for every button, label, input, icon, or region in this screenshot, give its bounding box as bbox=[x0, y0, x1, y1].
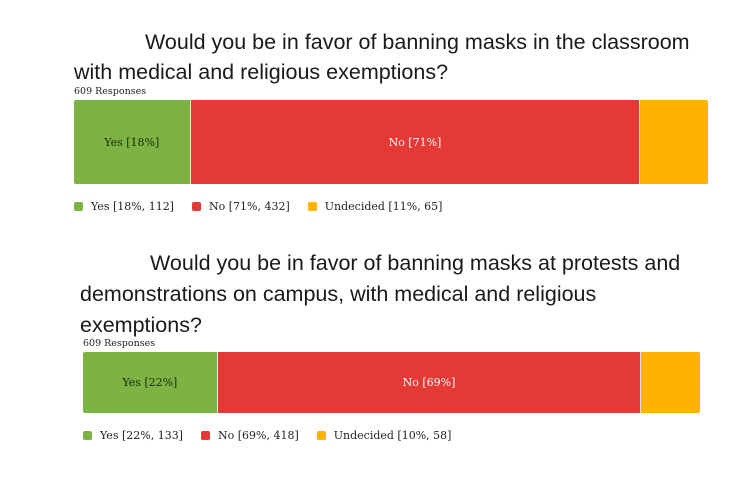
legend-swatch-undecided bbox=[316, 431, 326, 440]
chart-2-title-line-3: exemptions? bbox=[80, 313, 202, 337]
bar-label-yes: Yes [18%] bbox=[104, 135, 160, 149]
legend-swatch-no bbox=[200, 431, 210, 440]
chart-2-legend: Yes [22%, 133] No [69%, 418] Undecided [10… bbox=[83, 429, 451, 442]
legend-label-yes: Yes [18%, 112] bbox=[91, 200, 174, 213]
chart-1-legend: Yes [18%, 112] No [71%, 432] Undecided [11… bbox=[74, 200, 442, 213]
legend-label-undecided: Undecided [11%, 65] bbox=[324, 200, 443, 213]
bar-segment-undecided bbox=[641, 352, 700, 413]
bar-label-no: No [71%] bbox=[388, 135, 442, 149]
legend-item-yes: Yes [22%, 133] bbox=[83, 429, 183, 442]
bar-segment-undecided bbox=[640, 100, 708, 184]
chart-2-responses-count: 609 Responses bbox=[83, 338, 156, 349]
bar-segment-no: No [69%] bbox=[217, 352, 642, 413]
legend-label-no: No [71%, 432] bbox=[208, 200, 290, 213]
chart-1-bar: Yes [18%] No [71%] bbox=[74, 100, 708, 184]
chart-1-responses-count: 609 Responses bbox=[74, 86, 147, 97]
chart-2-title-line-2: demonstrations on campus, with medical a… bbox=[80, 282, 597, 306]
legend-swatch-yes bbox=[83, 431, 92, 440]
legend-item-undecided: Undecided [11%, 65] bbox=[307, 200, 443, 213]
chart-2-bar: Yes [22%] No [69%] bbox=[83, 352, 700, 413]
legend-item-yes: Yes [18%, 112] bbox=[74, 200, 174, 213]
legend-swatch-yes bbox=[74, 202, 83, 211]
legend-label-undecided: Undecided [10%, 58] bbox=[333, 429, 452, 442]
legend-label-yes: Yes [22%, 133] bbox=[100, 429, 183, 442]
bar-label-yes: Yes [22%] bbox=[122, 376, 178, 389]
chart-1-title-line-2: with medical and religious exemptions? bbox=[74, 60, 449, 84]
chart-1-title-line-1: Would you be in favor of banning masks i… bbox=[145, 30, 690, 54]
chart-2-title-line-1: Would you be in favor of banning masks a… bbox=[150, 251, 681, 275]
legend-swatch-no bbox=[191, 202, 201, 211]
legend-label-no: No [69%, 418] bbox=[217, 429, 299, 442]
legend-swatch-undecided bbox=[307, 202, 317, 211]
bar-segment-no: No [71%] bbox=[190, 100, 641, 184]
legend-item-no: No [69%, 418] bbox=[200, 429, 299, 442]
bar-segment-yes: Yes [22%] bbox=[83, 352, 218, 413]
bar-segment-yes: Yes [18%] bbox=[74, 100, 191, 184]
bar-label-no: No [69%] bbox=[402, 376, 456, 389]
legend-item-no: No [71%, 432] bbox=[191, 200, 290, 213]
legend-item-undecided: Undecided [10%, 58] bbox=[316, 429, 452, 442]
